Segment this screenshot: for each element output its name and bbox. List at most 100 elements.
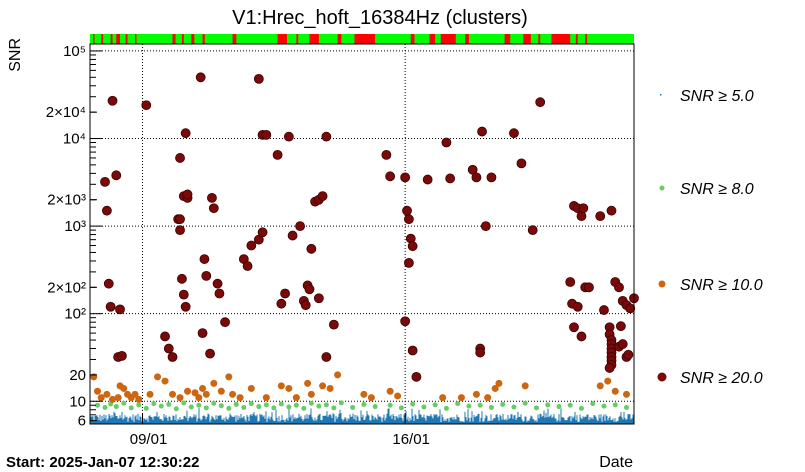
y-tick-label: 10 (69, 393, 86, 410)
status-bad-segment (440, 34, 456, 44)
chart-title: V1:Hrec_hoft_16384Hz (clusters) (232, 7, 528, 29)
status-bad-segment (410, 34, 415, 44)
snr8-point (545, 402, 551, 408)
snr8-point (166, 401, 172, 407)
snr20-point (411, 371, 422, 382)
status-bad-segment (523, 34, 531, 44)
snr20-point (606, 205, 617, 216)
snr20-point (317, 191, 328, 202)
snr8-point (158, 403, 164, 409)
snr20-point (111, 170, 122, 181)
status-bad-segment (337, 34, 342, 44)
snr10-point (484, 394, 492, 402)
snr8-point (432, 402, 438, 408)
snr8-point (623, 404, 629, 410)
snr10-point (334, 371, 342, 379)
snr20-point (569, 322, 579, 333)
snr8-point (590, 401, 596, 407)
snr10-point (457, 394, 465, 402)
snr20-point (321, 352, 332, 362)
snr20-point (477, 126, 487, 137)
snr20-point (197, 328, 208, 339)
y-axis-label: SNR (7, 38, 24, 72)
snr20-point (400, 316, 411, 327)
y-tick-label: 2×10⁴ (46, 104, 86, 121)
snr20-point (253, 73, 264, 84)
snr10-point (326, 384, 334, 392)
status-bad-segment (191, 34, 195, 44)
status-bad-segment (277, 34, 287, 44)
snr20-point (385, 171, 396, 182)
snr10-point (262, 394, 270, 402)
snr20-point (208, 203, 219, 214)
legend-label: SNR ≥ 5.0 (680, 88, 754, 105)
snr8-point (293, 402, 299, 408)
snr20-point (328, 319, 339, 330)
snr10-point (491, 384, 499, 392)
legend-marker (659, 185, 665, 191)
snr10-point (154, 373, 162, 381)
snr20-point (475, 347, 486, 358)
snr8-point (233, 401, 239, 407)
snr20-point (304, 284, 315, 295)
snr8-point (286, 404, 292, 410)
snr10-point (176, 394, 184, 402)
snr8-point (263, 402, 269, 408)
snr10-point (236, 394, 244, 402)
snr20-point (599, 305, 609, 315)
snr10-point (97, 394, 105, 402)
snr8-point (477, 402, 483, 408)
snr20-point (565, 277, 576, 287)
snr8-point (372, 404, 378, 410)
snr10-point (367, 394, 375, 402)
snr10-point (319, 382, 327, 390)
snr8-point (256, 404, 262, 410)
snr20-point (535, 97, 546, 108)
snr10-point (386, 387, 394, 395)
snr8-point (181, 400, 187, 406)
snr20-point (103, 278, 114, 289)
status-bad-segment (125, 34, 128, 44)
snr8-point (323, 402, 329, 408)
snr10-point (394, 392, 402, 400)
series-snr5-band (90, 408, 634, 424)
snr20-point (100, 176, 110, 187)
plot-area (90, 44, 634, 424)
snr8-point (218, 403, 224, 409)
snr20-point (623, 349, 634, 360)
status-bad-segment (101, 34, 104, 44)
snr10-point (146, 390, 154, 398)
snr8-point (113, 404, 119, 410)
snr8-point (241, 404, 247, 410)
x-tick-label: 16/01 (392, 431, 430, 448)
snr10-point (195, 394, 203, 402)
snr20-point (101, 205, 112, 216)
start-time-label: Start: 2025-Jan-07 12:30:22 (6, 454, 199, 471)
snr10-point (94, 387, 102, 395)
snr20-point (105, 301, 116, 312)
snr20-point (214, 288, 225, 299)
snr8-point (488, 404, 494, 410)
snr20-point (572, 301, 583, 312)
status-bad-segment (202, 34, 205, 44)
snr10-point (120, 384, 128, 392)
snr10-point (169, 390, 177, 398)
snr20-point (220, 317, 230, 328)
legend: SNR ≥ 5.0 SNR ≥ 8.0 SNR ≥ 10.0 SNR ≥ 20.0 (657, 88, 763, 387)
snr20-point (617, 339, 628, 349)
snr20-point (300, 300, 311, 311)
snr20-point (199, 254, 210, 264)
axes: 09/01 16/01 6 10 20 10² 2×10² 10³ 2×10³ 10⁴ 2×10⁴ 1… (46, 43, 635, 448)
status-bad-segment (429, 34, 436, 44)
snr10-point (131, 390, 139, 398)
snr10-point (277, 382, 285, 390)
snr8-point (203, 405, 209, 411)
snr20-point (178, 289, 189, 300)
snr20-point (180, 128, 191, 139)
snr20-point (509, 128, 519, 139)
status-bad-segment (93, 34, 95, 44)
snr8-point (398, 405, 404, 411)
snr20-point (175, 225, 185, 236)
y-tick-label: 6 (78, 413, 86, 430)
snr8-point (151, 401, 157, 407)
